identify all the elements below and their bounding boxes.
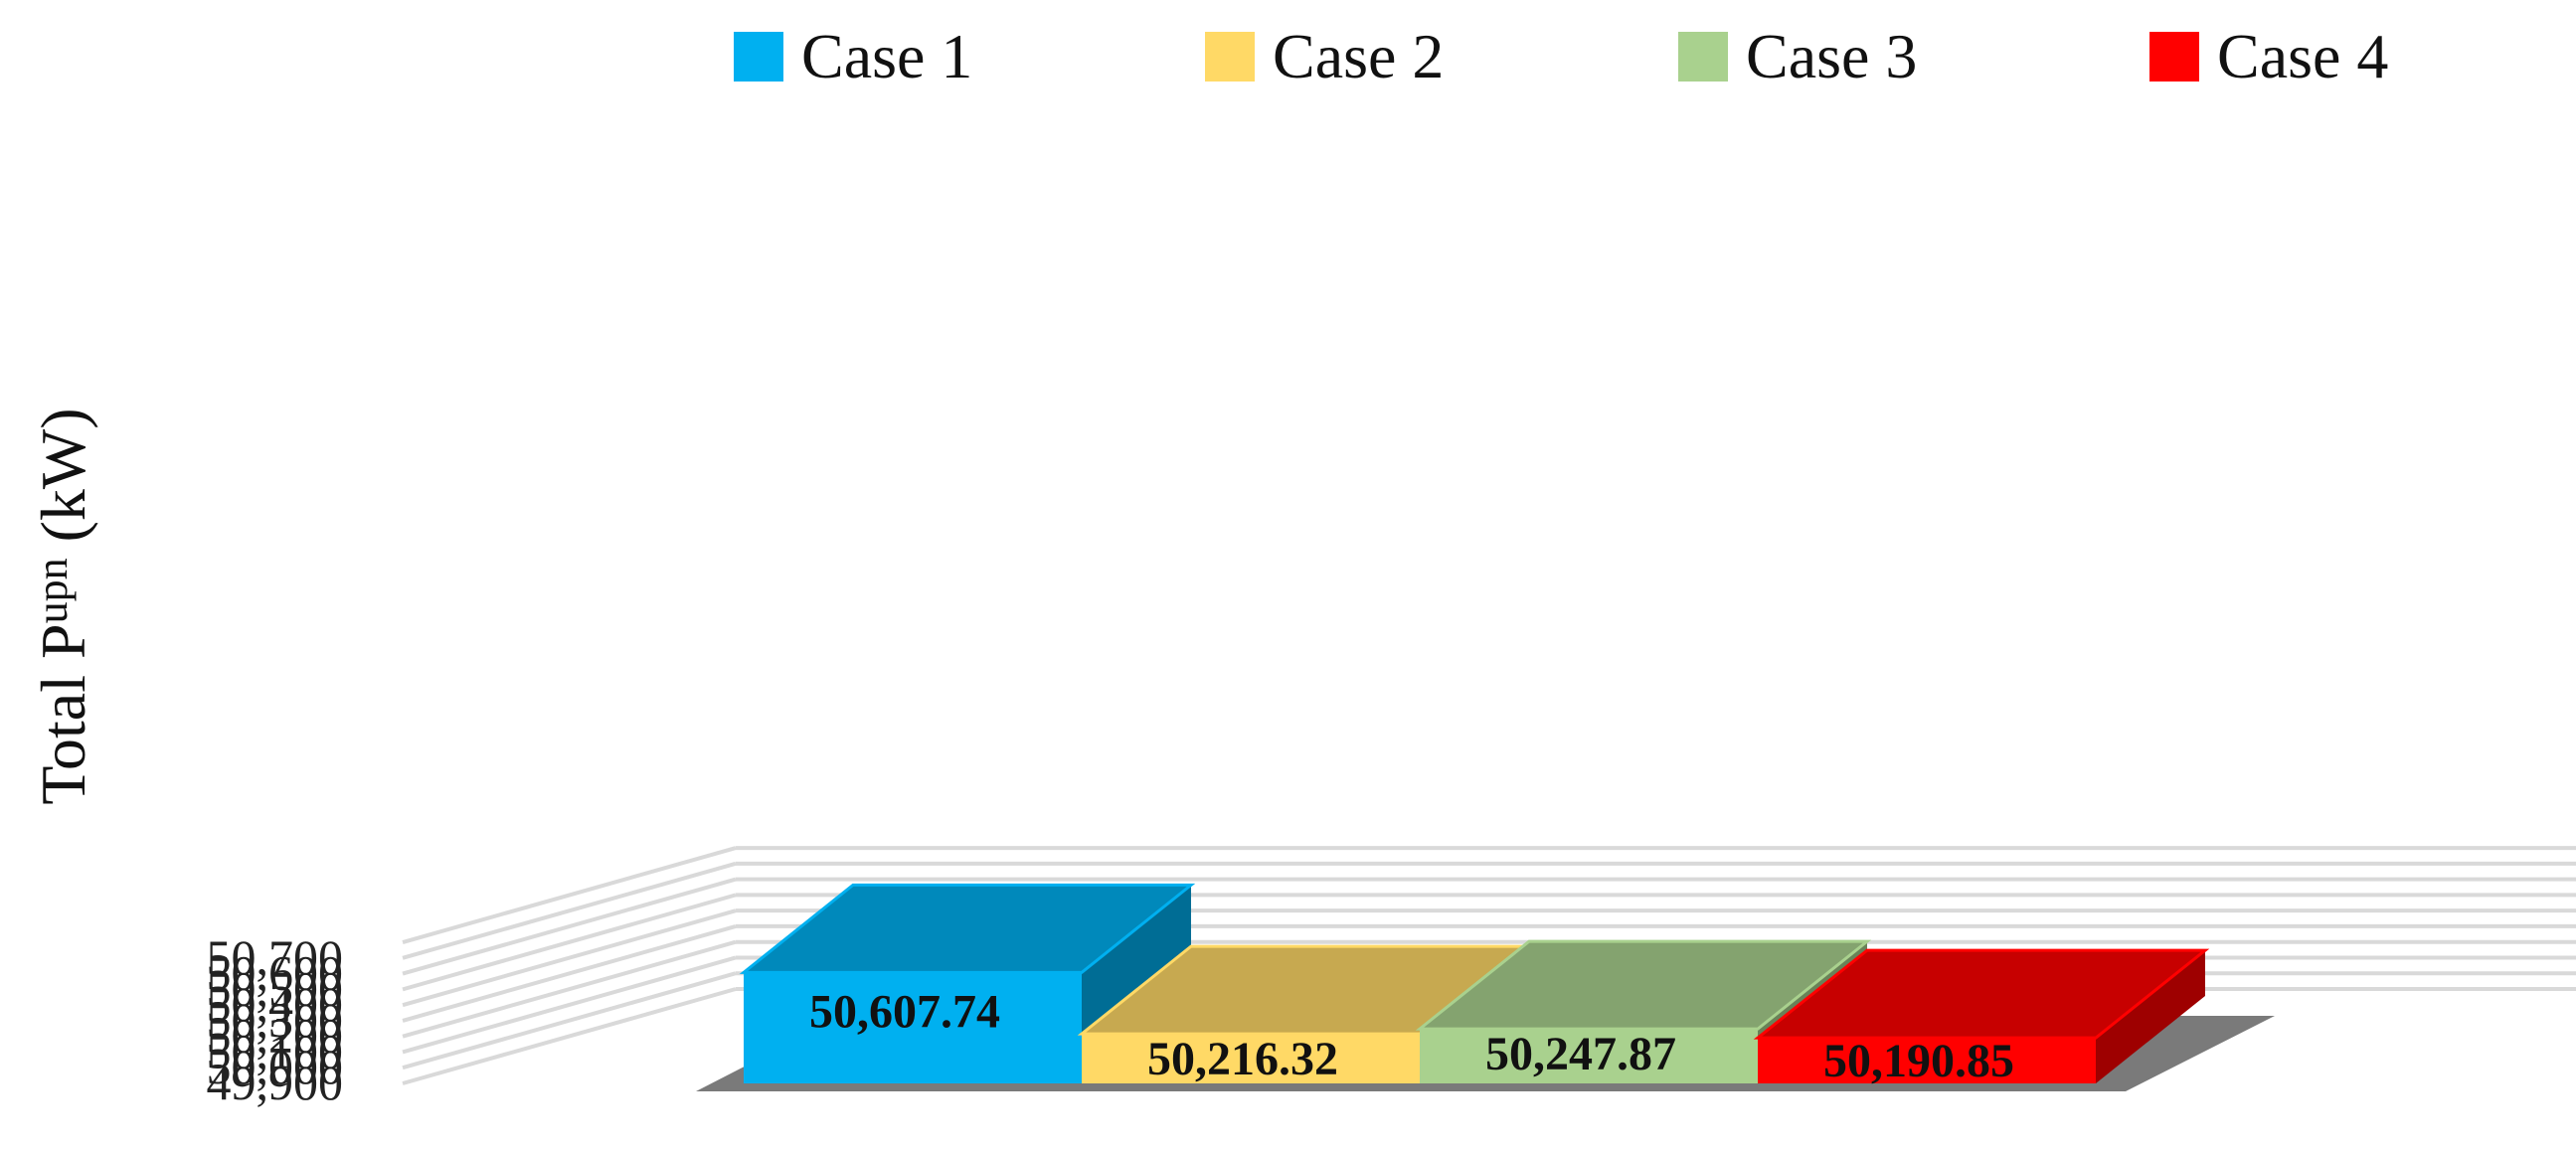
bars: 50,607.74 50,216.32 50,247.87 50,190.85 [739,883,2210,1087]
legend-swatch [1678,32,1728,82]
bar-value-label: 50,190.85 [1823,1035,2014,1087]
bar-4: 50,190.85 [1753,948,2210,1087]
bar-value-label: 50,607.74 [809,985,1000,1038]
legend-label: Case 4 [2217,21,2388,91]
bar-side [2096,950,2205,1083]
legend-swatch [734,32,783,82]
gridline-side [402,893,737,992]
bar-value-label: 50,247.87 [1485,1028,1676,1080]
legend-item-1: Case 1 [734,21,972,91]
legend-swatch [1205,32,1255,82]
y-axis-ticks: 49,90050,00050,10050,20050,30050,40050,5… [207,929,344,1110]
legend-label: Case 3 [1746,21,1917,91]
y-axis-label: Total Pupn (kW) [28,408,98,804]
bar-1: 50,607.74 [739,883,1196,1083]
gridline-side [402,877,737,976]
gridline-side [402,987,737,1085]
y-tick-label: 50,700 [207,929,344,985]
y-tick-label: 50,600 [207,945,344,1001]
gridline-side [402,861,737,960]
bar-value-label: 50,216.32 [1147,1033,1338,1085]
legend-label: Case 1 [801,21,972,91]
gridline-side [402,923,737,1023]
legend-item-4: Case 4 [2149,21,2388,91]
y-tick-label: 50,200 [207,1008,344,1064]
legend-label: Case 2 [1273,21,1444,91]
gridline-side [402,908,737,1008]
legend-swatch [2149,32,2199,82]
y-tick-label: 50,100 [207,1023,344,1078]
bar-front [1758,1038,2096,1083]
legend: Case 1 Case 2 Case 3 Case 4 [734,21,2388,91]
y-tick-label: 49,900 [207,1055,344,1110]
legend-item-3: Case 3 [1678,21,1917,91]
gridline-side [402,971,737,1070]
bar-front [1420,1029,1758,1083]
gridline-side [402,955,737,1055]
bar-front [1082,1034,1420,1083]
y-tick-label: 50,400 [207,976,344,1032]
gridline-side [402,939,737,1039]
y-tick-label: 50,300 [207,992,344,1048]
y-tick-label: 50,000 [207,1039,344,1094]
legend-item-2: Case 2 [1205,21,1444,91]
bar-front [744,972,1082,1083]
y-tick-label: 50,500 [207,960,344,1016]
gridline-side [402,846,737,944]
y-axis-title: Total Pupn (kW) [28,408,98,804]
